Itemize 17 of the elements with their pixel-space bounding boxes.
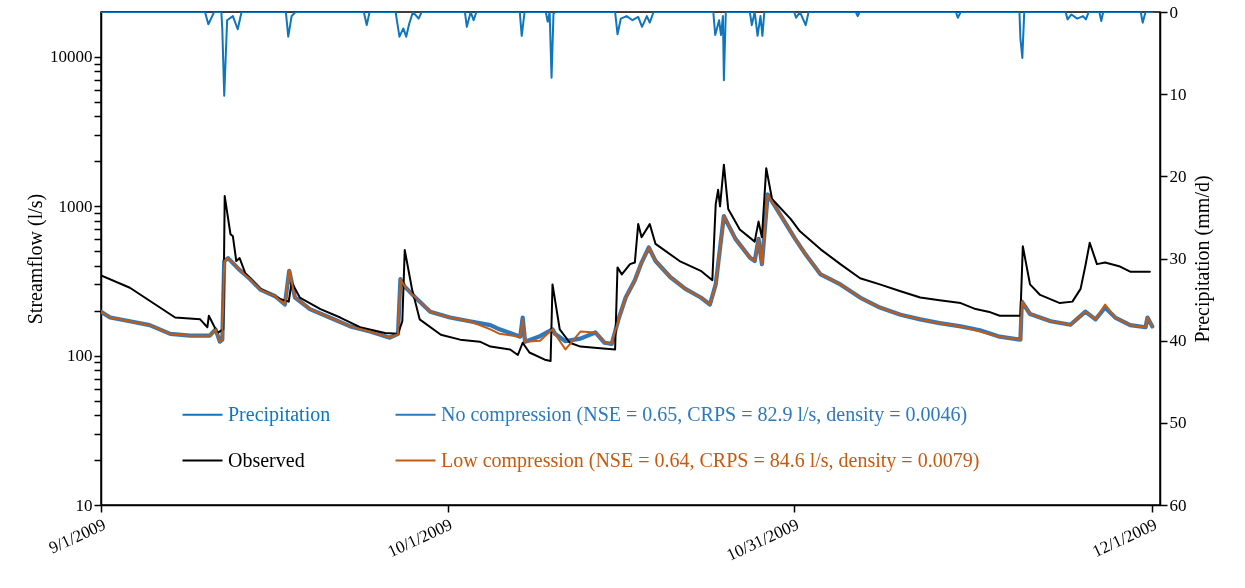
y2-tick-label: 60 [1169, 495, 1187, 515]
y-tick-label: 100 [67, 346, 93, 366]
legend-label: No compression (NSE = 0.65, CRPS = 82.9 l/s, density = 0.0046) [441, 402, 968, 426]
y2-tick-label: 20 [1169, 166, 1187, 186]
legend-label: Low compression (NSE = 0.64, CRPS = 84.6 l/s, density = 0.0079) [441, 448, 980, 472]
y2-tick-label: 50 [1169, 413, 1187, 433]
y2-tick-label: 30 [1169, 249, 1187, 268]
y2-tick-label: 10 [1169, 84, 1187, 104]
y2-axis-title: Precipitation (mm/d) [1190, 175, 1214, 343]
y2-tick-label: 0 [1169, 2, 1178, 22]
y-axis-title: Streamflow (l/s) [24, 193, 47, 325]
legend-label: Observed [228, 448, 305, 471]
y2-tick-label: 40 [1169, 331, 1187, 351]
y-tick-label: 10000 [50, 47, 93, 67]
y-tick-label: 1000 [58, 196, 93, 216]
legend-label: Precipitation [228, 402, 331, 426]
y-tick-label: 10 [75, 495, 93, 515]
